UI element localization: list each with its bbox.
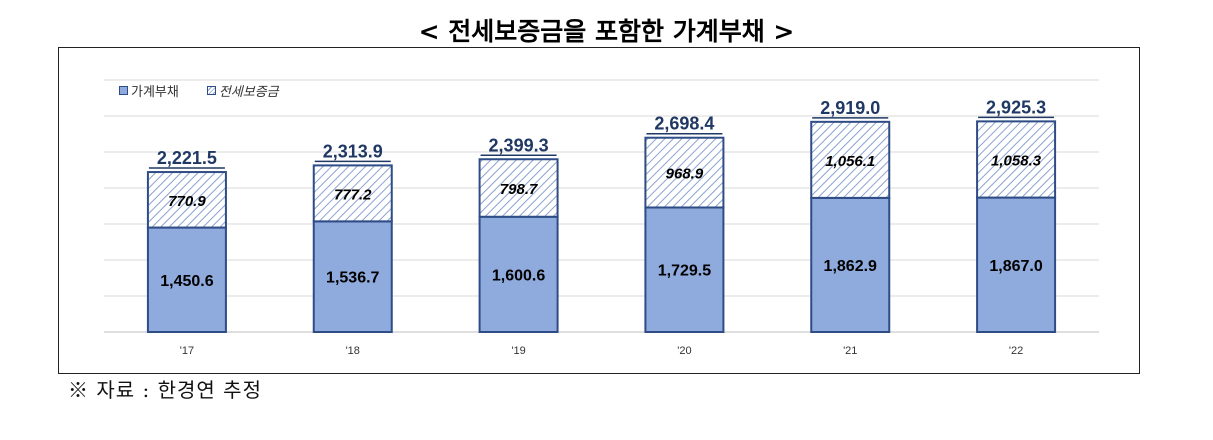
legend-item-deposit: 전세보증금	[206, 81, 279, 100]
data-label-deposit: 777.2	[334, 186, 372, 203]
bar-household-debt	[976, 196, 1057, 333]
data-label-household-debt: 1,450.6	[160, 273, 213, 290]
bar-household-debt	[312, 220, 393, 334]
legend-label-deposit: 전세보증금	[218, 85, 279, 100]
data-label-total: 2,698.4	[654, 114, 714, 134]
data-label-household-debt: 1,600.6	[492, 267, 545, 284]
bar-household-debt	[810, 196, 891, 333]
data-label-household-debt: 1,729.5	[658, 263, 711, 280]
data-labels: 1,450.6 770.9 2,221.5 1,536.7 777.2 2,313.9 1,…	[148, 97, 1055, 290]
x-tick-label: '21	[843, 345, 857, 357]
data-label-total: 2,919.0	[820, 98, 880, 118]
data-label-total: 2,221.5	[157, 148, 217, 168]
x-axis-ticks: '17 '18 '19 '20 '21 '22	[180, 345, 1024, 357]
bar-deposit	[146, 171, 227, 229]
x-tick-label: '22	[1009, 345, 1023, 357]
legend-swatch-hatch	[206, 86, 216, 95]
data-label-total: 2,399.3	[489, 135, 549, 155]
legend-label-household-debt: 가계부채	[131, 85, 179, 100]
source-note: ※ 자료 : 한경연 추정	[68, 378, 262, 402]
bar-household-debt	[478, 215, 559, 334]
data-label-household-debt: 1,867.0	[989, 258, 1042, 275]
data-label-deposit: 798.7	[500, 181, 538, 198]
bars	[146, 120, 1057, 334]
stacked-bar-chart: 1,450.6 770.9 2,221.5 1,536.7 777.2 2,313.9 1,…	[104, 79, 1099, 357]
chart-title: < 전세보증금을 포함한 가계부채 >	[418, 17, 795, 46]
data-label-total: 2,313.9	[323, 141, 383, 161]
bar-deposit	[312, 164, 393, 223]
data-label-deposit: 770.9	[168, 193, 206, 210]
data-label-deposit: 1,056.1	[825, 153, 875, 170]
x-tick-label: '19	[511, 345, 525, 357]
legend: 가계부채 전세보증금	[119, 81, 307, 100]
x-tick-label: '18	[346, 345, 360, 357]
bar-deposit	[810, 120, 891, 199]
x-tick-label: '17	[180, 345, 194, 357]
legend-swatch-solid	[119, 86, 128, 95]
bar-household-debt	[146, 226, 227, 333]
gridlines	[104, 79, 1099, 333]
data-label-deposit: 968.9	[666, 166, 704, 183]
data-label-household-debt: 1,862.9	[824, 258, 877, 275]
bar-deposit	[976, 120, 1057, 199]
data-label-total: 2,925.3	[986, 97, 1046, 117]
chart-frame: 1,450.6 770.9 2,221.5 1,536.7 777.2 2,313.9 1,…	[58, 47, 1140, 374]
bar-deposit	[478, 158, 559, 218]
x-tick-label: '20	[677, 345, 691, 357]
legend-item-household-debt: 가계부채	[119, 81, 179, 100]
data-label-deposit: 1,058.3	[991, 152, 1042, 169]
bar-deposit	[644, 136, 725, 209]
data-label-household-debt: 1,536.7	[326, 270, 379, 287]
